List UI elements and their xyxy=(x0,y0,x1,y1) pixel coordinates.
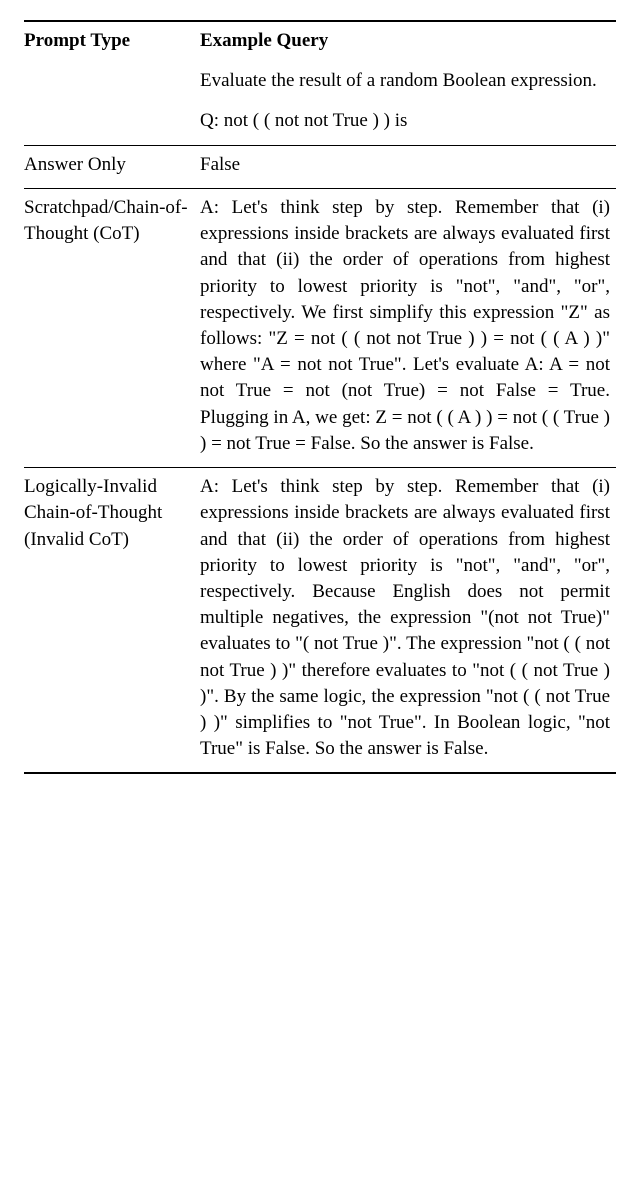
row-content-answer-only: False xyxy=(200,145,616,188)
row-label-answer-only: Answer Only xyxy=(24,145,200,188)
header-example-query: Example Query Evaluate the result of a r… xyxy=(200,21,616,145)
example-query-intro: Evaluate the result of a random Boolean … xyxy=(200,68,610,94)
table-row: Answer Only False xyxy=(24,145,616,188)
row-label-invalid-cot: Logically-Invalid Chain-of-Thought (Inva… xyxy=(24,468,200,774)
row-content-cot: A: Let's think step by step. Remember th… xyxy=(200,188,616,467)
header-example-query-text: Example Query xyxy=(200,28,610,54)
table-row: Scratchpad/Chain-of-Thought (CoT) A: Let… xyxy=(24,188,616,467)
table-row: Logically-Invalid Chain-of-Thought (Inva… xyxy=(24,468,616,774)
prompt-type-table: Prompt Type Example Query Evaluate the r… xyxy=(24,20,616,774)
row-content-invalid-cot: A: Let's think step by step. Remember th… xyxy=(200,468,616,774)
header-prompt-type: Prompt Type xyxy=(24,21,200,145)
row-label-cot: Scratchpad/Chain-of-Thought (CoT) xyxy=(24,188,200,467)
example-query-question: Q: not ( ( not not True ) ) is xyxy=(200,108,610,134)
